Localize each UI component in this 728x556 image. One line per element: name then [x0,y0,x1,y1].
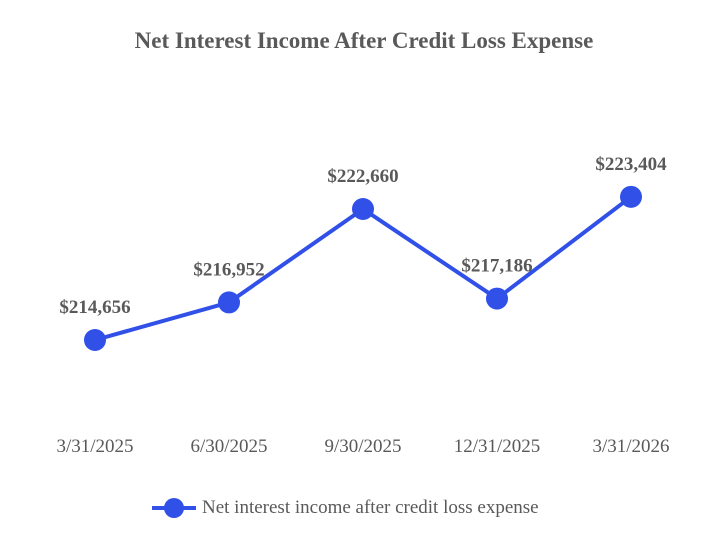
legend: Net interest income after credit loss ex… [152,497,539,518]
data-label: $217,186 [461,256,532,277]
data-point [486,287,508,310]
chart-title: Net Interest Income After Credit Loss Ex… [135,28,594,53]
legend-marker [164,498,184,518]
data-label: $216,952 [193,259,264,280]
x-tick-label: 3/31/2025 [56,436,133,457]
x-tick-label: 12/31/2025 [454,436,541,457]
x-tick-label: 6/30/2025 [190,436,267,457]
legend-label: Net interest income after credit loss ex… [202,497,539,518]
data-label: $222,660 [327,166,398,187]
x-tick-label: 9/30/2025 [324,436,401,457]
data-point [352,198,374,220]
data-label: $223,404 [595,154,667,175]
data-label: $214,656 [59,297,130,318]
x-tick-label: 3/31/2026 [592,436,669,457]
data-point [218,291,240,314]
data-point [84,329,106,351]
data-point [620,185,642,208]
